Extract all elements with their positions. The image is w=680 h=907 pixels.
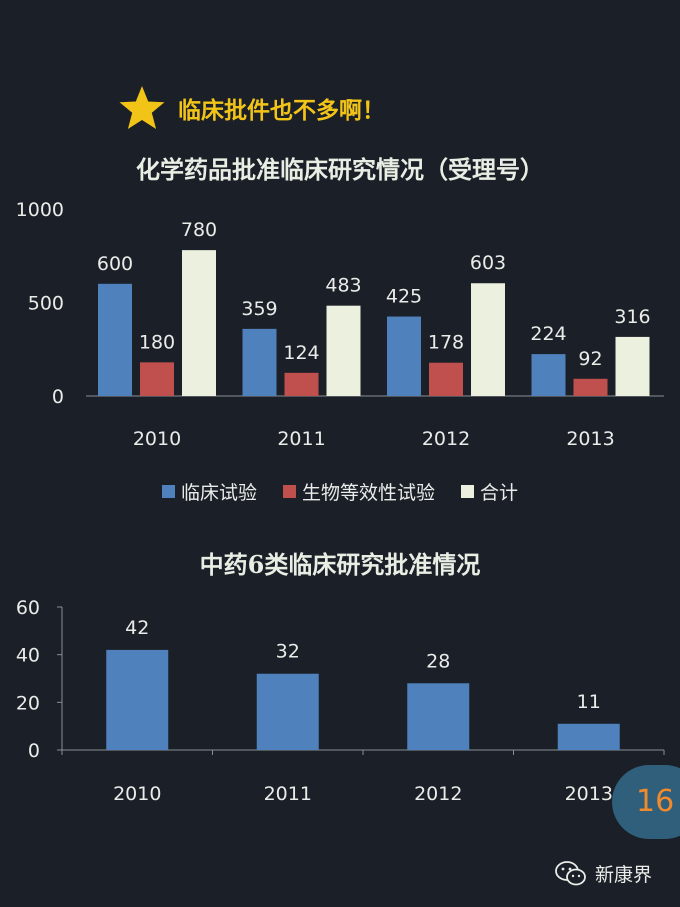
legend-item-total: 合计 bbox=[461, 478, 518, 505]
y-tick-label: 0 bbox=[52, 386, 64, 408]
bar bbox=[429, 362, 463, 396]
bar bbox=[387, 316, 421, 396]
x-tick-label: 2010 bbox=[133, 428, 181, 450]
wechat-icon bbox=[555, 860, 586, 885]
data-label: 224 bbox=[530, 323, 566, 345]
bar bbox=[106, 649, 169, 750]
bar bbox=[557, 723, 620, 750]
page-number: 16 bbox=[636, 784, 675, 819]
data-label: 32 bbox=[276, 641, 300, 663]
legend-label: 合计 bbox=[480, 482, 519, 504]
y-tick-label: 20 bbox=[16, 692, 40, 714]
bar bbox=[256, 673, 319, 750]
legend-swatch bbox=[161, 485, 175, 498]
data-label: 316 bbox=[614, 306, 650, 328]
y-tick-label: 40 bbox=[16, 645, 40, 667]
x-tick-label: 2012 bbox=[422, 428, 470, 450]
x-tick-label: 2010 bbox=[113, 783, 161, 805]
data-label: 600 bbox=[97, 253, 133, 275]
page-badge bbox=[612, 765, 680, 839]
banner: 临床批件也不多啊！ bbox=[118, 82, 385, 134]
legend-item-clinical: 临床试验 bbox=[161, 478, 257, 505]
x-tick-label: 2011 bbox=[277, 428, 325, 450]
bar bbox=[531, 354, 566, 396]
bar bbox=[140, 362, 174, 396]
y-tick-label: 1000 bbox=[16, 199, 64, 221]
y-tick-label: 500 bbox=[28, 293, 64, 315]
data-label: 425 bbox=[386, 286, 422, 308]
data-label: 178 bbox=[428, 332, 464, 354]
legend-item-bioequivalence: 生物等效性试验 bbox=[282, 478, 435, 505]
bar bbox=[326, 305, 361, 396]
bar bbox=[98, 283, 132, 396]
bar bbox=[182, 250, 216, 396]
x-tick-label: 2011 bbox=[264, 783, 312, 805]
chart-title-chemical: 化学药品批准临床研究情况（受理号） bbox=[136, 155, 544, 184]
star-icon bbox=[119, 86, 165, 129]
x-tick-label: 2013 bbox=[565, 783, 613, 805]
legend-swatch bbox=[282, 485, 296, 498]
banner-text: 临床批件也不多啊！ bbox=[178, 98, 385, 124]
bar bbox=[615, 336, 650, 396]
legend-label: 生物等效性试验 bbox=[301, 482, 435, 504]
bar bbox=[242, 328, 277, 396]
data-label: 359 bbox=[241, 298, 277, 320]
data-label: 180 bbox=[139, 331, 175, 353]
bar bbox=[407, 683, 470, 750]
legend-swatch bbox=[461, 485, 474, 498]
data-label: 42 bbox=[125, 617, 149, 639]
data-label: 11 bbox=[577, 691, 601, 713]
legend: 临床试验 生物等效性试验 合计 bbox=[0, 478, 680, 505]
x-tick-label: 2012 bbox=[414, 783, 462, 805]
data-label: 603 bbox=[470, 252, 506, 274]
chart-chemical-drugs: 0 500 1000 600 180 780 2010 359 124 483 2011 425 178… bbox=[16, 199, 664, 450]
data-label: 483 bbox=[325, 275, 361, 297]
brand: 新康界 bbox=[555, 860, 652, 887]
chart-title-tcm: 中药6类临床研究批准情况 bbox=[199, 550, 481, 579]
data-label: 780 bbox=[181, 219, 217, 241]
bar bbox=[471, 283, 505, 396]
x-tick-label: 2013 bbox=[566, 428, 614, 450]
y-tick-label: 60 bbox=[16, 597, 40, 619]
bar bbox=[573, 378, 608, 396]
bar bbox=[284, 372, 319, 396]
data-label: 124 bbox=[283, 342, 319, 364]
brand-name: 新康界 bbox=[595, 864, 653, 886]
data-label: 92 bbox=[578, 348, 602, 370]
data-label: 28 bbox=[426, 650, 450, 672]
y-tick-label: 0 bbox=[28, 740, 40, 762]
legend-label: 临床试验 bbox=[180, 482, 257, 504]
